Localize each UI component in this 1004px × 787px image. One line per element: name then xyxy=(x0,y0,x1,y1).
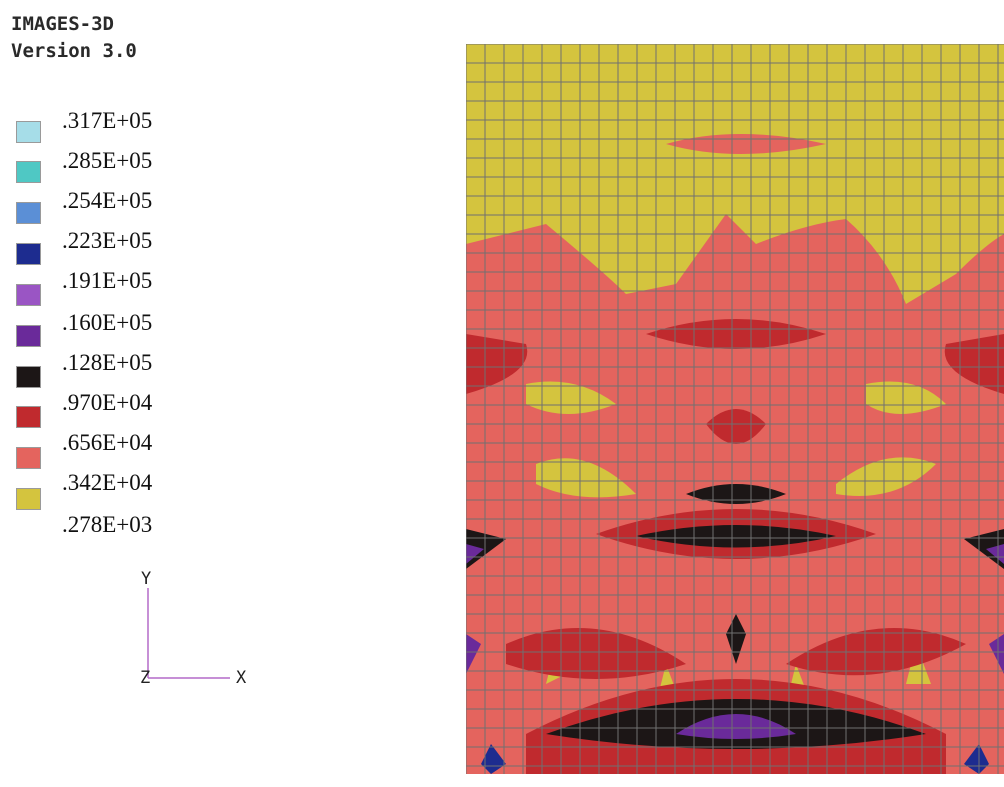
legend-swatch xyxy=(16,243,41,265)
legend-value: .191E+05 xyxy=(62,268,153,293)
y-axis-label: Y xyxy=(141,569,152,589)
contour-plot xyxy=(465,43,1004,774)
contour-band xyxy=(866,381,946,414)
legend-value: .254E+05 xyxy=(62,188,153,213)
legend-value: .160E+05 xyxy=(62,310,153,335)
contour-band xyxy=(466,634,481,674)
contour-band xyxy=(986,544,1004,564)
contour-band xyxy=(466,544,484,564)
contour-band xyxy=(466,529,506,569)
app-version: Version 3.0 xyxy=(11,40,137,62)
contour-band xyxy=(646,319,826,349)
x-axis-label: X xyxy=(236,668,247,688)
legend-swatch xyxy=(16,447,41,469)
z-axis-label: Z xyxy=(140,668,151,688)
legend-swatch xyxy=(16,366,41,388)
color-legend: .317E+05 .285E+05 .254E+05 .223E+05 .191… xyxy=(16,0,246,560)
contour-band xyxy=(636,525,836,548)
legend-value: .223E+05 xyxy=(62,228,153,253)
app-name: IMAGES-3D xyxy=(11,13,114,35)
axis-lines xyxy=(147,588,230,679)
legend-swatch xyxy=(16,202,41,224)
legend-value: .970E+04 xyxy=(62,390,153,415)
legend-swatch xyxy=(16,406,41,428)
axis-triad: Y Z X xyxy=(130,560,270,700)
contour-band xyxy=(989,634,1004,674)
legend-swatch xyxy=(16,488,41,510)
contour-band xyxy=(526,381,616,414)
legend-swatch xyxy=(16,325,41,347)
contour-band xyxy=(686,484,786,504)
legend-value: .656E+04 xyxy=(62,430,153,455)
contour-svg xyxy=(465,43,1004,774)
contour-band xyxy=(964,529,1004,569)
legend-value: .128E+05 xyxy=(62,350,153,375)
legend-swatch xyxy=(16,284,41,306)
app-title: IMAGES-3D Version 3.0 xyxy=(11,11,137,65)
legend-value: .278E+03 xyxy=(62,512,153,537)
contour-band xyxy=(466,334,528,394)
contour-band xyxy=(836,457,936,496)
legend-value: .342E+04 xyxy=(62,470,153,495)
legend-swatch xyxy=(16,121,41,143)
legend-swatch xyxy=(16,161,41,183)
contour-band xyxy=(676,714,796,739)
contour-band xyxy=(506,628,686,679)
contour-band xyxy=(726,614,746,664)
mesh-grid xyxy=(465,43,1004,774)
legend-value: .317E+05 xyxy=(62,108,153,133)
legend-value: .285E+05 xyxy=(62,148,153,173)
